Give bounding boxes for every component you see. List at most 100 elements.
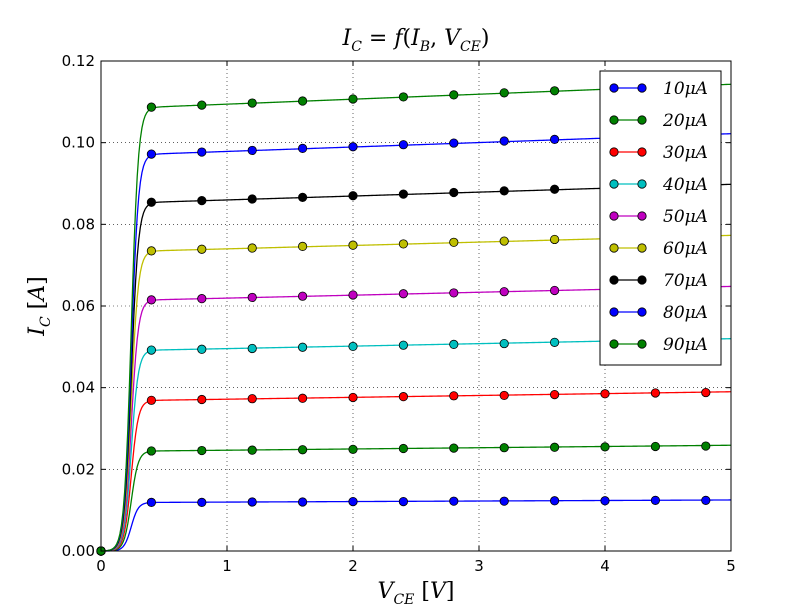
data-point (398, 140, 408, 150)
y-tick-label: 0.12 (62, 52, 95, 70)
data-point (197, 445, 207, 456)
data-point (247, 394, 257, 404)
legend: 10μA 20μA 30μA 40μA 50μA 60μA 70μA 80μA 90μA (599, 70, 722, 366)
data-point (348, 240, 358, 250)
data-point (549, 390, 560, 400)
data-point (549, 184, 560, 194)
legend-marker (609, 211, 619, 221)
data-point (549, 134, 560, 144)
legend-entry: 80μA (609, 303, 708, 323)
data-point (449, 138, 459, 148)
x-axis-label: VCE [V] (378, 579, 455, 608)
legend-marker (609, 83, 619, 93)
data-point (297, 445, 308, 455)
data-point (348, 290, 358, 300)
data-point (247, 194, 257, 204)
data-point (348, 392, 358, 403)
data-point (398, 496, 408, 507)
data-point (499, 88, 509, 98)
y-tick-label: 0.06 (62, 297, 95, 315)
data-point (197, 100, 207, 110)
data-point (348, 444, 358, 454)
data-point (197, 394, 207, 405)
legend-label: 70μA (663, 271, 708, 291)
data-point (297, 143, 308, 153)
x-tick-label: 1 (222, 557, 232, 575)
data-point (449, 237, 459, 247)
data-point (650, 495, 661, 505)
x-tick-label: 5 (726, 557, 736, 575)
data-point (449, 90, 459, 100)
data-point (146, 246, 156, 256)
legend-entry: 70μA (609, 271, 708, 291)
data-point (197, 497, 207, 508)
data-point (197, 147, 207, 157)
data-point (701, 387, 711, 398)
legend-entry: 60μA (609, 239, 708, 259)
data-point (701, 495, 711, 505)
data-point (600, 389, 610, 399)
legend-label: 80μA (663, 303, 708, 323)
data-point (146, 295, 156, 305)
data-point (449, 496, 459, 506)
data-point (197, 244, 207, 254)
data-point (297, 497, 308, 507)
data-point (499, 443, 509, 453)
data-point (449, 288, 459, 298)
data-point (146, 197, 156, 207)
data-point (398, 443, 408, 454)
legend-marker (637, 115, 647, 125)
y-tick-label: 0.02 (62, 460, 95, 478)
legend-entry: 40μA (609, 175, 708, 195)
legend-label: 50μA (663, 207, 708, 227)
y-tick-label: 0.10 (62, 134, 95, 152)
data-point (650, 388, 661, 398)
data-point (650, 441, 661, 452)
data-point (398, 392, 408, 402)
data-point (549, 285, 560, 296)
x-tick-label: 4 (600, 557, 610, 575)
y-axis-label: IC [A] (25, 276, 54, 336)
data-point (499, 186, 509, 196)
data-point (197, 196, 207, 206)
data-point (499, 338, 509, 349)
legend-label: 30μA (663, 143, 708, 163)
data-point (297, 96, 308, 106)
data-point (499, 390, 509, 401)
data-point (146, 395, 156, 405)
legend-marker (609, 275, 619, 285)
data-point (247, 98, 257, 108)
legend-entry: 20μA (609, 111, 708, 131)
data-point (499, 236, 509, 246)
legend-label: 60μA (663, 239, 708, 259)
data-point (449, 391, 459, 401)
data-point (247, 292, 257, 303)
data-point (297, 393, 308, 403)
data-point (348, 191, 358, 201)
legend-marker (637, 147, 647, 157)
data-point (398, 340, 408, 350)
data-point (549, 496, 560, 506)
data-point (398, 92, 408, 102)
legend-label: 90μA (663, 335, 708, 355)
data-point (297, 241, 308, 251)
legend-label: 40μA (662, 175, 708, 195)
data-point (146, 149, 156, 159)
data-point (449, 187, 459, 198)
data-point (348, 142, 358, 152)
data-point (297, 291, 308, 301)
data-point (398, 239, 408, 249)
legend-marker (637, 307, 647, 317)
legend-entry: 10μA (609, 79, 708, 99)
legend-marker (609, 243, 619, 253)
legend-entry: 90μA (609, 335, 708, 355)
data-point (499, 136, 509, 146)
data-point (398, 289, 408, 299)
data-point (146, 345, 156, 355)
legend-marker (637, 83, 647, 93)
data-point (701, 441, 711, 451)
data-point (549, 234, 560, 245)
data-point (449, 339, 459, 349)
legend-marker (609, 307, 619, 317)
